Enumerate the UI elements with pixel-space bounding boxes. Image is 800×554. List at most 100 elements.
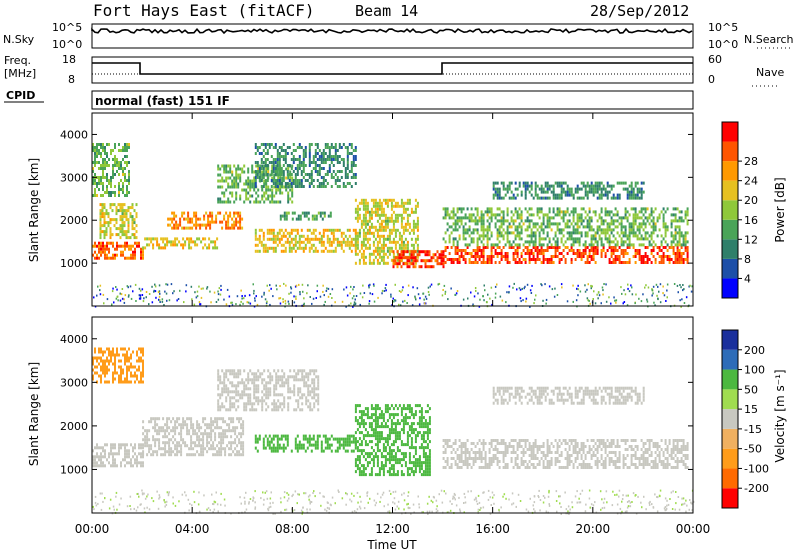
heatmap-cell [297,217,300,221]
heatmap-cell [298,167,301,170]
heatmap-cell [122,182,124,185]
heatmap-cell [487,293,489,296]
heatmap-cell [247,185,250,189]
heatmap-cell [626,187,629,191]
heatmap-cell [472,303,474,306]
heatmap-cell [233,372,236,376]
heatmap-cell [478,246,481,249]
heatmap-cell [158,246,161,250]
heatmap-cell [294,182,297,185]
heatmap-cell [261,390,264,394]
heatmap-cell [378,222,381,226]
heatmap-cell [281,375,284,379]
heatmap-cell [124,244,126,248]
heatmap-cell [112,158,114,161]
heatmap-cell [135,212,138,216]
heatmap-cell [246,301,248,304]
heatmap-cell [98,149,100,152]
heatmap-cell [310,182,313,185]
heatmap-cell [271,167,274,171]
heatmap-cell [304,146,307,149]
heatmap-cell [354,155,357,158]
heatmap-cell [230,441,233,445]
heatmap-cell [280,434,283,438]
heatmap-cell [275,402,278,406]
heatmap-cell [412,222,415,226]
heatmap-cell [273,402,276,406]
heatmap-cell [279,176,282,180]
heatmap-cell [273,369,276,373]
heatmap-cell [382,213,385,217]
heatmap-cell [638,249,641,252]
heatmap-cell [516,255,519,258]
heatmap-cell [502,196,505,200]
heatmap-cell [303,369,306,373]
freq-label-2: [MHz] [4,67,36,80]
heatmap-cell [526,181,529,185]
heatmap-cell [258,179,261,182]
heatmap-cell [372,231,375,235]
heatmap-cell [103,212,106,216]
heatmap-cell [108,241,110,245]
heatmap-cell [270,155,273,158]
heatmap-cell [598,234,601,238]
heatmap-cell [542,237,545,241]
heatmap-cell [249,396,252,400]
heatmap-cell [264,298,267,301]
heatmap-cell [580,219,583,223]
heatmap-cell [525,297,528,300]
heatmap-cell [374,201,377,205]
heatmap-cell [231,301,233,304]
heatmap-cell [380,246,383,250]
heatmap-cell [212,444,215,448]
heatmap-cell [514,249,517,252]
heatmap-cell [554,181,557,185]
heatmap-cell [119,203,122,207]
heatmap-cell [686,249,689,252]
heatmap-cell [548,196,551,200]
heatmap-cell [492,181,495,185]
heatmap-cell [242,426,245,430]
heatmap-cell [508,285,511,288]
heatmap-cell [116,295,119,298]
heatmap-cell [273,173,276,177]
heatmap-cell [506,207,509,211]
heatmap-cell [295,217,298,221]
heatmap-cell [576,231,579,235]
heatmap-cell [260,228,263,232]
heatmap-cell [674,225,677,229]
heatmap-cell [279,302,282,305]
heatmap-cell [92,161,94,164]
heatmap-cell [102,464,104,468]
heatmap-cell [319,211,322,215]
heatmap-cell [462,255,465,258]
heatmap-cell [606,210,609,214]
heatmap-cell [392,222,395,226]
heatmap-cell [680,216,683,220]
heatmap-cell [556,222,559,226]
heatmap-cell [482,219,485,223]
heatmap-cell [96,161,98,164]
heatmap-cell [508,231,511,235]
heatmap-cell [626,246,629,249]
heatmap-cell [662,207,665,211]
heatmap-cell [346,158,349,161]
heatmap-cell [227,226,230,230]
heatmap-cell [121,206,124,210]
heatmap-cell [392,262,395,266]
heatmap-cell [384,287,387,290]
heatmap-cell [239,194,242,198]
heatmap-cell [109,203,112,207]
heatmap-cell [514,258,517,261]
heatmap-cell [648,222,651,226]
heatmap-cell [306,440,309,444]
heatmap-cell [128,173,130,176]
heatmap-cell [604,255,607,258]
heatmap-cell [338,243,341,247]
heatmap-cell [331,288,334,291]
heatmap-cell [269,378,272,382]
heatmap-cell [532,234,535,238]
heatmap-cell [502,184,505,188]
heatmap-cell [510,196,513,200]
heatmap-cell [295,298,297,300]
